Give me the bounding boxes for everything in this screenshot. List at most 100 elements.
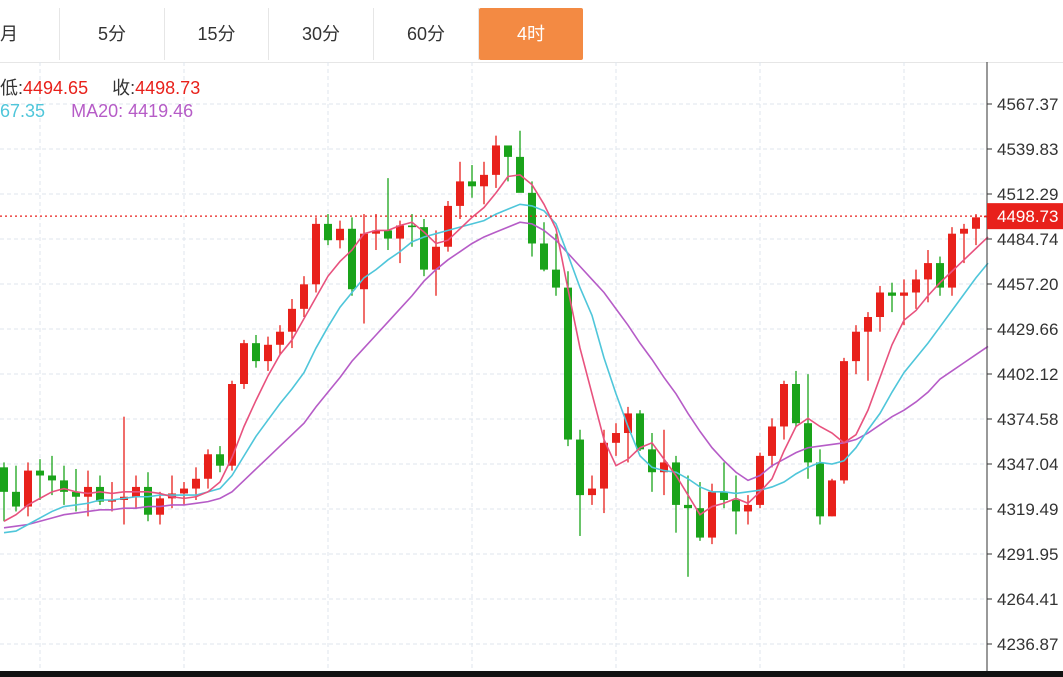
y-tick-label: 4319.49 xyxy=(997,500,1058,519)
candle xyxy=(12,465,20,512)
candle xyxy=(396,220,404,264)
candle xyxy=(612,423,620,456)
candle xyxy=(720,462,728,509)
ma5-line xyxy=(3,174,989,522)
candle xyxy=(948,227,956,296)
candle-body xyxy=(744,504,752,512)
candle xyxy=(468,165,476,198)
ohlc-info-bar: 低:4494.65 收:4498.73 xyxy=(0,74,200,100)
candle xyxy=(792,370,800,427)
candlestick-chart[interactable]: 4567.37 4539.83 4512.29 4484.74 4457.20 4429.… xyxy=(0,62,1063,671)
candle xyxy=(444,201,452,252)
candle-body xyxy=(108,500,116,502)
tab-60min[interactable]: 60分 xyxy=(374,8,479,60)
candle-body xyxy=(228,383,236,466)
candle-body xyxy=(720,491,728,501)
chart-grid xyxy=(0,62,987,671)
candle xyxy=(768,418,776,468)
y-tick-label: 4512.29 xyxy=(997,185,1058,204)
candle xyxy=(816,449,824,525)
candle-body xyxy=(204,454,212,479)
candle xyxy=(300,276,308,318)
candle xyxy=(804,374,812,479)
candle-body xyxy=(660,462,668,473)
candle-body xyxy=(888,292,896,296)
candle xyxy=(636,410,644,451)
candle-body xyxy=(276,331,284,345)
candle xyxy=(0,462,8,522)
candles-group xyxy=(0,130,992,577)
candle xyxy=(108,482,116,512)
ma10-value: 67.35 xyxy=(0,101,46,121)
candle-body xyxy=(192,478,200,489)
y-axis: 4567.37 4539.83 4512.29 4484.74 4457.20 4429.… xyxy=(986,62,1058,671)
candle-body xyxy=(816,462,824,517)
candle-body xyxy=(936,263,944,288)
candle xyxy=(372,214,380,251)
tab-5min[interactable]: 5分 xyxy=(60,8,165,60)
candle-body xyxy=(636,413,644,450)
candle-body xyxy=(468,181,476,187)
candle-body xyxy=(552,269,560,288)
candle xyxy=(900,279,908,326)
candle-body xyxy=(240,343,248,384)
candle-body xyxy=(360,233,368,290)
candle xyxy=(648,433,656,492)
candle-body xyxy=(612,433,620,443)
low-label: 低: xyxy=(0,78,24,98)
candle xyxy=(456,161,464,219)
candle-body xyxy=(396,225,404,239)
candle-body xyxy=(312,223,320,285)
candle-body xyxy=(84,486,92,497)
ma-info-bar: 67.35 MA20: 4419.46 xyxy=(0,101,193,122)
candle xyxy=(924,250,932,303)
candle xyxy=(780,380,788,440)
candle xyxy=(180,482,188,505)
chart-svg: 4567.37 4539.83 4512.29 4484.74 4457.20 4429.… xyxy=(0,62,1063,671)
candle xyxy=(960,223,968,264)
candle-body xyxy=(900,292,908,296)
tab-month[interactable]: 月 xyxy=(0,8,60,60)
candle-body xyxy=(288,308,296,332)
candle-body xyxy=(348,228,356,290)
candle xyxy=(60,465,68,505)
moving-averages-group xyxy=(3,174,989,534)
candle xyxy=(36,459,44,501)
candle xyxy=(252,334,260,368)
ma20-value: 4419.46 xyxy=(128,101,194,121)
y-tick-label: 4374.58 xyxy=(997,410,1058,429)
candle xyxy=(732,475,740,535)
candle xyxy=(216,446,224,473)
candle-body xyxy=(384,230,392,239)
candle xyxy=(936,256,944,296)
candle-body xyxy=(528,192,536,244)
candle xyxy=(516,130,524,193)
tab-15min[interactable]: 15分 xyxy=(165,8,269,60)
candle-body xyxy=(0,467,8,492)
y-tick-label: 4347.04 xyxy=(997,455,1058,474)
candle-body xyxy=(828,480,836,517)
low-value: 4494.65 xyxy=(23,78,89,98)
candle-body xyxy=(336,228,344,241)
ma20-label: MA20: xyxy=(71,101,124,121)
candle-body xyxy=(420,227,428,270)
candle xyxy=(156,491,164,525)
tab-4hour[interactable]: 4时 xyxy=(479,8,583,60)
candle xyxy=(336,220,344,249)
candle-body xyxy=(648,449,656,473)
candle-body xyxy=(624,413,632,434)
candle-body xyxy=(804,423,812,463)
candle xyxy=(264,336,272,371)
candle-body xyxy=(792,383,800,424)
candle xyxy=(588,475,596,505)
candle xyxy=(696,482,704,541)
candle xyxy=(360,214,368,324)
candle xyxy=(48,455,56,496)
candle-body xyxy=(432,246,440,270)
tab-30min[interactable]: 30分 xyxy=(269,8,374,60)
candle-body xyxy=(912,279,920,293)
last-price-marker: 4498.73 xyxy=(0,203,1063,230)
candle xyxy=(672,455,680,533)
candle-body xyxy=(576,439,584,496)
candle xyxy=(384,178,392,251)
